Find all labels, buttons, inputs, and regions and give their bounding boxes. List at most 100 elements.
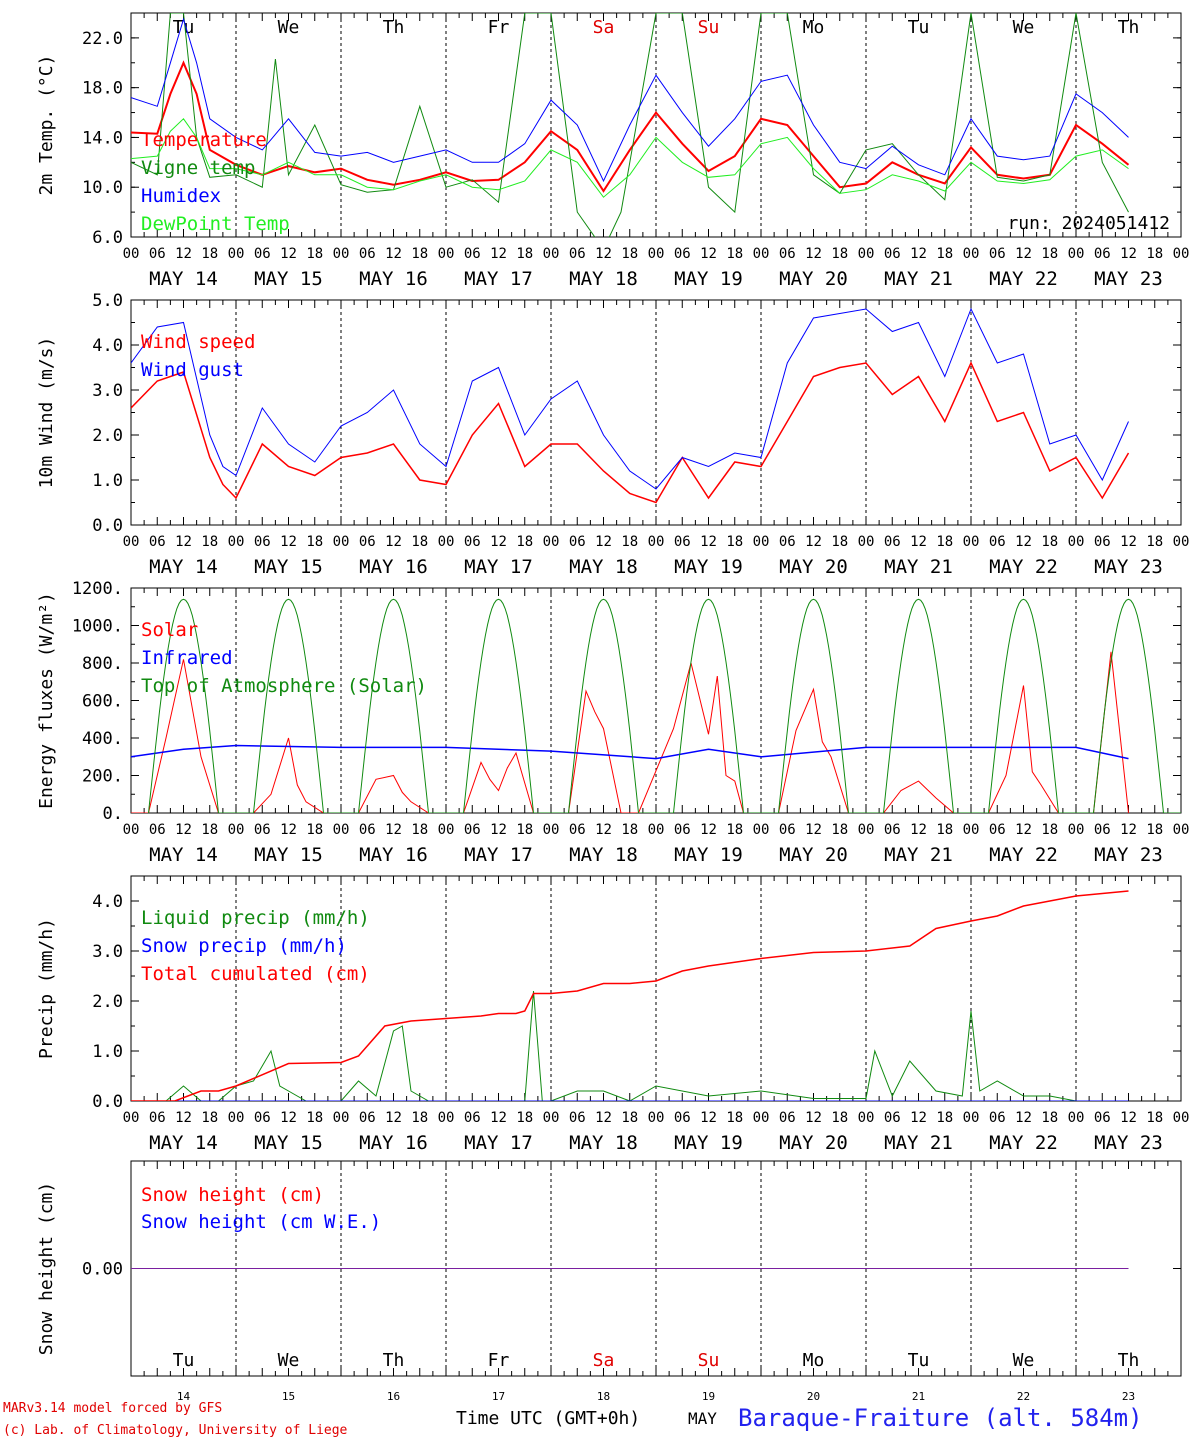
hour-label: 18 bbox=[1041, 534, 1058, 550]
legend-entry: Top of Atmosphere (Solar) bbox=[141, 675, 427, 697]
weekday-label: Tu bbox=[908, 1350, 930, 1371]
day-number-label: 19 bbox=[702, 1390, 715, 1403]
credit-lab: (c) Lab. of Climatology, University of L… bbox=[3, 1423, 348, 1438]
day-label: MAY 20 bbox=[779, 844, 848, 866]
hour-label: 00 bbox=[228, 822, 245, 838]
series-group bbox=[131, 598, 1181, 813]
hour-label: 06 bbox=[149, 1110, 166, 1126]
hour-label: 06 bbox=[149, 246, 166, 262]
series-line-2 bbox=[131, 307, 1129, 490]
hour-label: 12 bbox=[910, 822, 927, 838]
legend-entry: Snow precip (mm/h) bbox=[141, 935, 347, 957]
hour-label: 06 bbox=[674, 246, 691, 262]
y-tick-label: 10.0 bbox=[82, 178, 123, 198]
day-number-label: 22 bbox=[1017, 1390, 1030, 1403]
series-line-2 bbox=[131, 744, 1129, 760]
day-label: MAY 22 bbox=[989, 268, 1058, 290]
hour-label: 18 bbox=[201, 534, 218, 550]
series-line-1 bbox=[131, 361, 1130, 504]
hour-label: 12 bbox=[595, 246, 612, 262]
hour-label: 18 bbox=[831, 534, 848, 550]
y-axis-label: 2m Temp. (°C) bbox=[36, 55, 57, 196]
hour-label: 12 bbox=[1015, 1110, 1032, 1126]
hour-label: 12 bbox=[805, 246, 822, 262]
series-line-2 bbox=[131, 13, 1129, 237]
hour-label: 18 bbox=[306, 246, 323, 262]
hour-label: 06 bbox=[779, 246, 796, 262]
hour-label: 00 bbox=[648, 534, 665, 550]
weekday-label: Fr bbox=[488, 17, 510, 38]
hour-label: 18 bbox=[411, 822, 428, 838]
hour-label: 00 bbox=[963, 822, 980, 838]
hour-label: 00 bbox=[438, 1110, 455, 1126]
hour-label: 00 bbox=[543, 534, 560, 550]
legend-entry: Solar bbox=[141, 619, 198, 641]
weekday-label: Mo bbox=[803, 1350, 825, 1371]
day-label: MAY 16 bbox=[359, 556, 428, 578]
hour-label: 00 bbox=[1173, 246, 1190, 262]
hour-label: 00 bbox=[123, 534, 140, 550]
hour-label: 18 bbox=[726, 1110, 743, 1126]
hour-label: 06 bbox=[464, 822, 481, 838]
hour-label: 18 bbox=[1146, 1110, 1163, 1126]
hour-label: 12 bbox=[910, 534, 927, 550]
day-label: MAY 15 bbox=[254, 268, 323, 290]
hour-label: 12 bbox=[1120, 246, 1137, 262]
hour-label: 12 bbox=[1015, 246, 1032, 262]
day-label: MAY 15 bbox=[254, 556, 323, 578]
series-line-3 bbox=[131, 890, 1129, 1101]
hour-label: 00 bbox=[1068, 1110, 1085, 1126]
hour-label: 06 bbox=[989, 1110, 1006, 1126]
hour-label: 18 bbox=[1146, 534, 1163, 550]
hour-label: 00 bbox=[333, 246, 350, 262]
hour-label: 06 bbox=[989, 246, 1006, 262]
hour-label: 12 bbox=[175, 534, 192, 550]
hour-label: 18 bbox=[1146, 822, 1163, 838]
series-line-1 bbox=[131, 60, 1130, 193]
hour-label: 06 bbox=[254, 1110, 271, 1126]
hour-label: 18 bbox=[831, 822, 848, 838]
day-label: MAY 20 bbox=[779, 268, 848, 290]
hour-label: 12 bbox=[280, 246, 297, 262]
legend-entry: Snow height (cm W.E.) bbox=[141, 1211, 381, 1233]
weekday-label: Tu bbox=[173, 17, 195, 38]
hour-label: 18 bbox=[726, 822, 743, 838]
day-number-label: 21 bbox=[912, 1390, 925, 1403]
y-tick-label: 4.0 bbox=[92, 336, 123, 356]
day-label: MAY 20 bbox=[779, 556, 848, 578]
hour-label: 06 bbox=[149, 822, 166, 838]
day-number-label: 14 bbox=[177, 1390, 191, 1403]
y-tick-label: 22.0 bbox=[82, 29, 123, 49]
day-label: MAY 23 bbox=[1094, 844, 1163, 866]
weekday-label: Fr bbox=[488, 1350, 510, 1371]
hour-label: 00 bbox=[543, 246, 560, 262]
weekday-label: Sa bbox=[593, 17, 615, 38]
weekday-label: We bbox=[1013, 17, 1035, 38]
hour-label: 00 bbox=[543, 1110, 560, 1126]
y-tick-label: 3.0 bbox=[92, 381, 123, 401]
hour-label: 00 bbox=[333, 1110, 350, 1126]
y-tick-label: 0.00 bbox=[82, 1260, 123, 1280]
hour-label: 18 bbox=[516, 1110, 533, 1126]
hour-label: 18 bbox=[411, 1110, 428, 1126]
weekday-label: Th bbox=[383, 17, 405, 38]
series-group bbox=[131, 307, 1130, 504]
hour-label: 00 bbox=[858, 246, 875, 262]
month-label: MAY bbox=[688, 1409, 717, 1428]
weekday-label: Su bbox=[698, 1350, 720, 1371]
hour-label: 18 bbox=[621, 822, 638, 838]
hour-label: 18 bbox=[936, 1110, 953, 1126]
y-tick-label: 0.0 bbox=[92, 1092, 123, 1112]
y-tick-label: 5.0 bbox=[92, 291, 123, 311]
y-tick-label: 200. bbox=[82, 767, 123, 787]
y-tick-label: 6.0 bbox=[92, 228, 123, 248]
hour-label: 12 bbox=[1120, 534, 1137, 550]
day-number-label: 18 bbox=[597, 1390, 610, 1403]
hour-label: 12 bbox=[805, 534, 822, 550]
day-label: MAY 21 bbox=[884, 1132, 953, 1154]
hour-label: 00 bbox=[753, 822, 770, 838]
legend-entry: Humidex bbox=[141, 185, 221, 207]
hour-label: 12 bbox=[700, 822, 717, 838]
day-label: MAY 22 bbox=[989, 844, 1058, 866]
day-label: MAY 18 bbox=[569, 556, 638, 578]
